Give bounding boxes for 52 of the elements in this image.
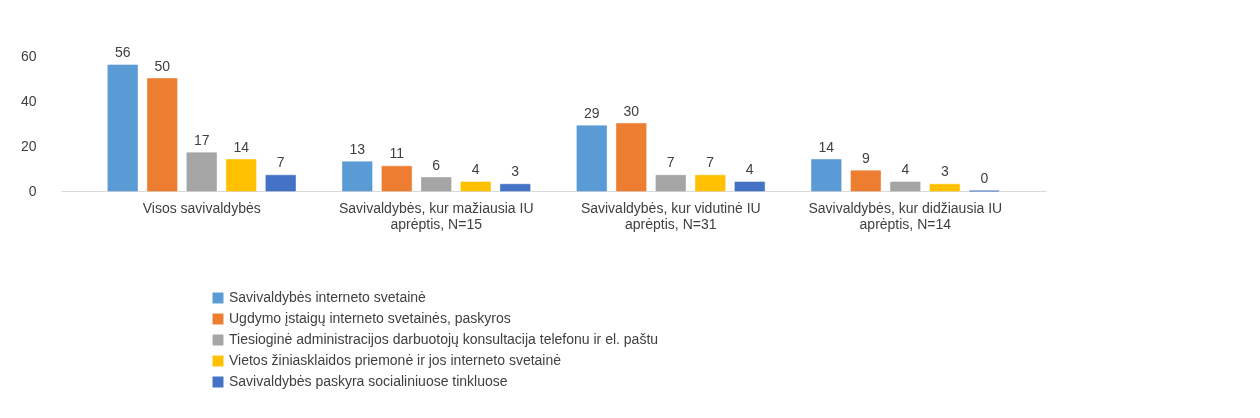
bar [342,161,373,192]
y-tick-label: 60 [20,47,37,64]
data-label: 3 [940,163,949,180]
data-label: 4 [745,161,754,177]
data-label: 7 [666,154,675,171]
legend-label: Tiesioginė administracijos darbuotojų konsultacija telefonu ir el. paštu [229,331,659,347]
data-label: 7 [706,154,715,171]
data-label: 6 [432,156,441,173]
bar [421,177,452,192]
bar [850,170,881,192]
bar [381,165,412,192]
data-label: 30 [623,102,640,119]
bar [734,181,765,192]
bar [616,123,647,192]
data-label: 11 [389,145,405,162]
y-tick-label: 40 [20,92,37,109]
bar [186,152,217,192]
data-label: 4 [471,161,480,177]
data-label: 14 [818,138,835,155]
data-label: 7 [276,154,285,171]
data-label: 56 [114,44,131,60]
legend-label: Savivaldybės interneto svetainė [229,289,427,305]
bar [576,125,607,192]
y-tick-label: 20 [20,137,37,154]
legend-label: Ugdymo įstaigų interneto svetainės, paskyros [229,310,511,326]
data-label: 0 [980,170,989,186]
bar [929,183,960,192]
x-tick-label: Visos savivaldybės [142,199,261,216]
bar [811,159,842,192]
legend-label: Savivaldybės paskyra socialiniuose tinkluose [229,373,508,389]
data-label: 17 [193,131,210,148]
data-label: 29 [583,104,600,121]
bar [500,183,531,192]
x-tick-label: Savivaldybės, kur mažiausia IU aprėptis, N=15 [338,199,534,232]
bar [890,181,921,192]
x-tick-label: Savivaldybės, kur vidutinė IU aprėptis, N=31 [580,199,761,232]
data-label: 50 [154,57,171,74]
data-label: 13 [349,140,366,157]
bar [655,174,686,192]
bar [265,174,296,192]
bar [226,159,257,192]
data-label: 3 [511,163,520,180]
y-tick-label: 0 [28,182,37,199]
bar [107,64,138,192]
bar [695,174,726,192]
x-tick-label: Savivaldybės, kur didžiausia IU aprėptis, N=14 [808,199,1003,232]
data-label: 9 [861,149,870,166]
bar [460,181,491,192]
legend-label: Vietos žiniasklaidos priemonė ir jos interneto svetainė [229,352,562,368]
data-label: 14 [233,138,250,155]
bar [147,78,178,192]
data-label: 4 [901,161,910,177]
